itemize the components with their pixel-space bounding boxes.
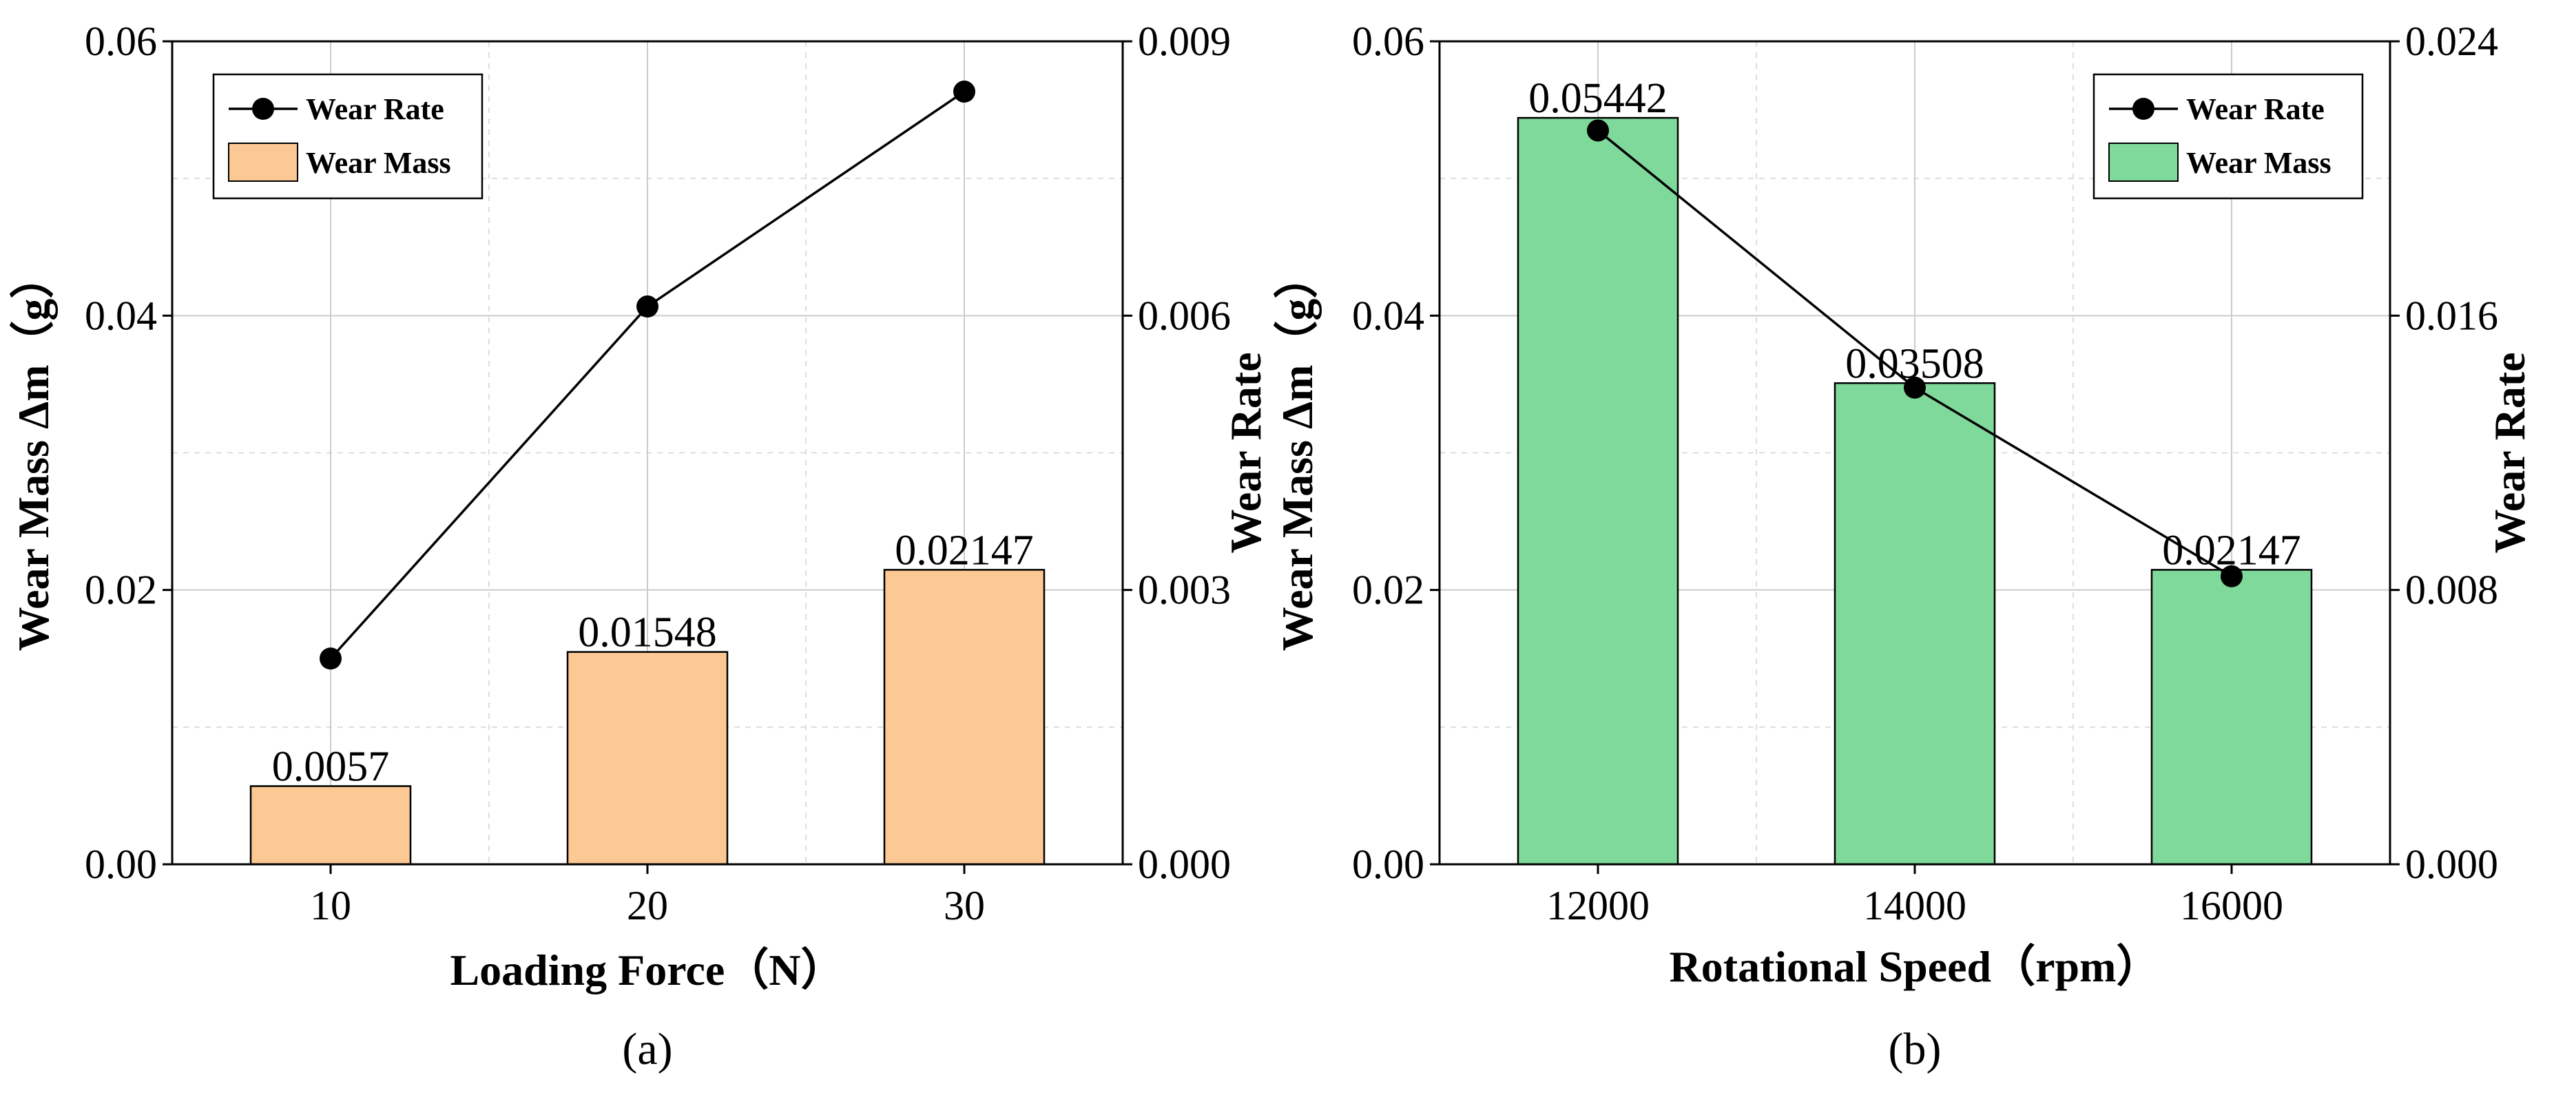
- y-tick-label: 0.02: [85, 567, 157, 613]
- y-tick-label: 0.06: [85, 19, 157, 64]
- bar: [2150, 569, 2313, 866]
- y2-tick-label: 0.016: [2405, 293, 2498, 338]
- y2-tick-label: 0.009: [1138, 19, 1231, 64]
- y2-tick-label: 0.000: [1138, 842, 1231, 887]
- y2-tick-label: 0.003: [1138, 567, 1231, 613]
- wear-rate-point: [1587, 119, 1609, 142]
- bar: [566, 651, 729, 866]
- wear-rate-point: [1904, 376, 1926, 399]
- y2-tick-label: 0.006: [1138, 293, 1231, 338]
- bar: [249, 785, 412, 866]
- legend-bar-swatch: [2108, 143, 2179, 182]
- bar: [1517, 116, 1679, 866]
- y-tick-label: 0.00: [85, 842, 157, 887]
- legend-bar-swatch: [228, 143, 298, 182]
- chart-panel-b: 0.054420.035080.021470.000.020.040.060.0…: [1273, 19, 2534, 1074]
- legend: Wear Rate Wear Mass: [2092, 73, 2364, 200]
- x-tick-label: 20: [627, 883, 668, 928]
- legend-marker-swatch: [2132, 98, 2154, 120]
- legend-label: Wear Rate: [2186, 92, 2325, 126]
- bar: [1834, 382, 1996, 866]
- x-axis-label: Rotational Speed（rpm）: [1670, 942, 2161, 991]
- panel-label: (a): [622, 1024, 672, 1074]
- legend-label: Wear Mass: [2186, 146, 2331, 180]
- x-tick-label: 12000: [1546, 883, 1650, 928]
- y-axis-label: Wear Mass Δm（g）: [1273, 255, 1322, 651]
- y-axis-label: Wear Mass Δm（g）: [9, 255, 58, 651]
- x-tick-label: 16000: [2180, 883, 2283, 928]
- x-tick-label: 30: [944, 883, 985, 928]
- y2-tick-label: 0.000: [2405, 842, 2498, 887]
- bar-data-label: 0.05442: [1528, 75, 1668, 122]
- panel-label: (b): [1889, 1024, 1942, 1074]
- bar-data-label: 0.0057: [272, 743, 390, 790]
- x-tick-label: 10: [310, 883, 351, 928]
- x-axis-label: Loading Force（N）: [450, 946, 844, 994]
- y-tick-label: 0.02: [1352, 567, 1424, 613]
- y2-tick-label: 0.024: [2405, 19, 2498, 64]
- chart-panel-a: 0.0057 0.01548 0.02147 0.00 0.02 0.04 0.06 0.00…: [9, 19, 1270, 1074]
- wear-rate-point: [320, 647, 342, 670]
- legend-label: Wear Mass: [306, 146, 451, 180]
- wear-rate-point: [953, 81, 975, 103]
- bar-data-label: 0.02147: [895, 527, 1034, 574]
- y2-tick-label: 0.008: [2405, 567, 2498, 613]
- y-tick-label: 0.04: [85, 293, 157, 338]
- legend-marker-swatch: [252, 98, 274, 120]
- legend: Wear Rate Wear Mass: [212, 73, 484, 200]
- y2-axis-label: Wear Rate: [2485, 352, 2534, 553]
- wear-rate-point: [2221, 565, 2243, 587]
- x-tick-label: 14000: [1863, 883, 1966, 928]
- legend-label: Wear Rate: [306, 92, 444, 126]
- bar-data-label: 0.01548: [578, 609, 717, 656]
- bar: [883, 569, 1046, 866]
- y-tick-label: 0.00: [1352, 842, 1424, 887]
- y-tick-label: 0.06: [1352, 19, 1424, 64]
- y-tick-label: 0.04: [1352, 293, 1424, 338]
- y2-axis-label: Wear Rate: [1221, 352, 1270, 553]
- wear-rate-point: [636, 295, 658, 318]
